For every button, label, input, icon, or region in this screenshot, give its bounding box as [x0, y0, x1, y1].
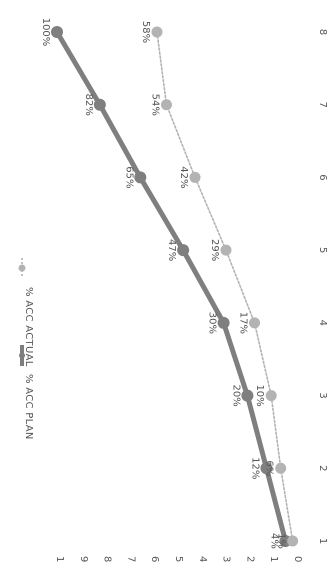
data-point	[189, 171, 201, 183]
data-label: 10%	[254, 384, 265, 406]
x-tick-label: 6	[317, 174, 328, 180]
x-axis-ticks: 1 2 3 4 5 6 7 8	[317, 29, 328, 544]
x-tick-label: 4	[317, 320, 328, 326]
data-point	[249, 317, 261, 329]
series-line	[54, 29, 288, 544]
series-line	[156, 31, 294, 542]
data-point	[160, 99, 172, 111]
data-label: 30%	[207, 312, 218, 334]
data-point	[265, 390, 277, 402]
data-point	[134, 171, 147, 184]
y-tick-label: 40%	[197, 556, 208, 563]
data-label: 20%	[230, 384, 241, 406]
legend: % ACC PLAN % ACC ACTUAL	[18, 258, 34, 440]
data-label: 1%	[276, 533, 287, 549]
legend-label-actual: % ACC ACTUAL	[23, 287, 34, 367]
data-label: 82%	[83, 94, 94, 116]
y-tick-label: 90%	[78, 556, 89, 563]
y-tick-label: 70%	[125, 556, 136, 563]
x-tick-label: 1	[317, 538, 328, 544]
data-label: 47%	[166, 239, 177, 261]
x-tick-label: 7	[317, 102, 328, 108]
data-point	[220, 244, 232, 256]
y-tick-label: 80%	[102, 556, 113, 563]
data-point	[151, 26, 163, 38]
y-tick-label: 50%	[173, 556, 184, 563]
data-point	[51, 26, 63, 38]
legend-label-plan: % ACC PLAN	[23, 374, 34, 440]
data-label: 58%	[140, 21, 151, 43]
data-point	[241, 389, 254, 402]
data-label: 42%	[178, 166, 189, 188]
data-label: 4%	[268, 533, 279, 549]
y-tick-label: 60%	[149, 556, 160, 563]
legend-marker-actual	[18, 264, 26, 272]
series-plan: 4% 12% 20% 30% 47% 65% 82% 100%	[40, 18, 292, 549]
legend-marker-plan	[19, 352, 25, 359]
x-tick-label: 3	[317, 392, 328, 398]
x-tick-label: 2	[317, 465, 328, 471]
data-label: 29%	[209, 239, 220, 261]
y-tick-label: 100%	[54, 556, 65, 563]
x-tick-label: 5	[317, 247, 328, 253]
series-actual: 1% 6% 10% 17% 29% 42% 54% 58%	[140, 21, 299, 549]
legend-item-plan: % ACC PLAN	[19, 345, 34, 440]
data-point	[177, 244, 190, 257]
y-tick-label: 20%	[244, 556, 255, 563]
y-tick-label: 10%	[268, 556, 279, 563]
y-tick-label: 0%	[292, 556, 303, 563]
series-layer: 4% 12% 20% 30% 47% 65% 82% 100% 1% 6% 10% 17% 29% 42%…	[40, 18, 299, 549]
data-label: 54%	[149, 94, 160, 116]
data-label: 65%	[123, 166, 134, 188]
data-point	[275, 462, 287, 474]
data-label: 17%	[238, 312, 249, 334]
data-point	[217, 316, 230, 329]
data-label: 100%	[40, 18, 51, 47]
data-point	[287, 535, 299, 547]
y-axis-ticks: 0% 10% 20% 30% 40% 50% 60% 70% 80% 90% 100%	[54, 556, 303, 563]
data-label: 12%	[249, 457, 260, 479]
legend-item-actual: % ACC ACTUAL	[18, 258, 34, 367]
data-point	[93, 98, 106, 111]
y-tick-label: 30%	[221, 556, 232, 563]
data-point	[260, 462, 273, 475]
x-tick-label: 8	[317, 29, 328, 35]
data-label: 6%	[264, 460, 275, 476]
